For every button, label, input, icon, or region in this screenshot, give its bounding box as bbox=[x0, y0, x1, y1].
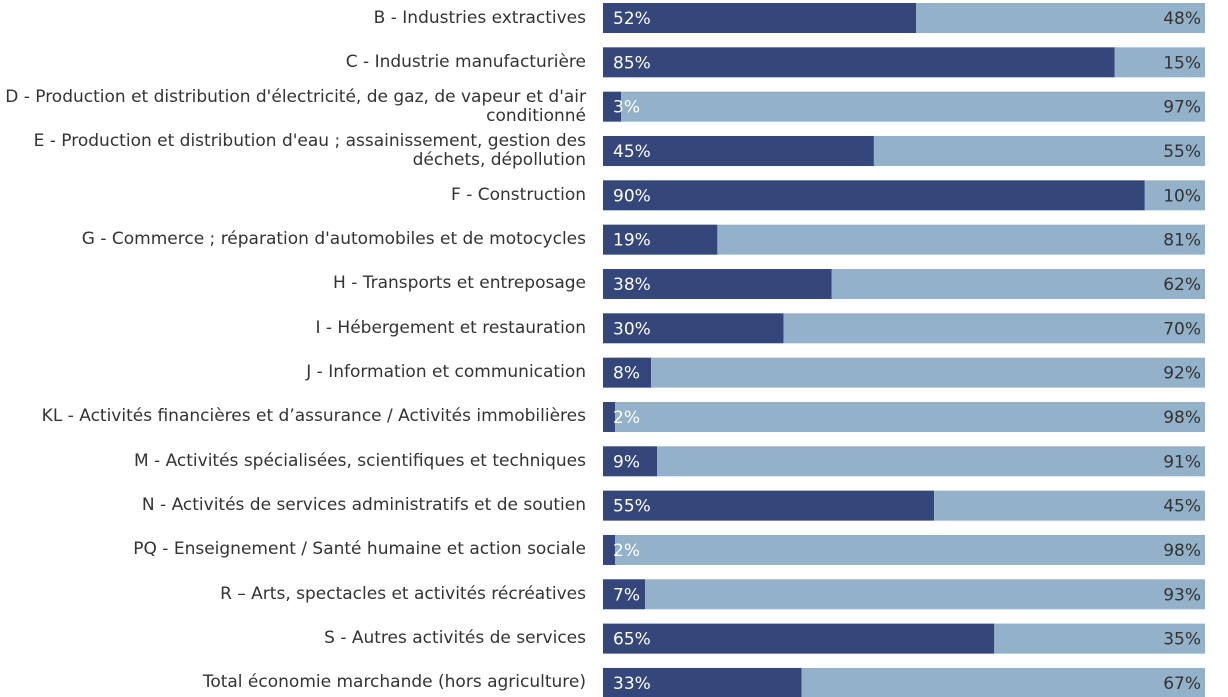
bar-segment bbox=[873, 135, 1205, 166]
category-label: KL - Activités financières et d’assuranc… bbox=[41, 406, 586, 427]
bar-segment bbox=[783, 313, 1205, 344]
category-label: G - Commerce ; réparation d'automobiles … bbox=[81, 229, 586, 250]
category-label: E - Production et distribution d'eau ; a… bbox=[33, 130, 586, 170]
bar-segment bbox=[603, 135, 874, 166]
value-label: 35% bbox=[1163, 630, 1201, 650]
bar-segment bbox=[603, 224, 718, 255]
category-label: B - Industries extractives bbox=[373, 7, 586, 28]
category-label: Total économie marchande (hors agricultu… bbox=[202, 672, 586, 693]
value-label: 70% bbox=[1163, 319, 1201, 339]
value-label: 67% bbox=[1163, 674, 1201, 694]
value-label: 65% bbox=[613, 630, 651, 650]
bar-segment bbox=[651, 357, 1205, 388]
bar-segment bbox=[934, 490, 1205, 521]
bar-segment bbox=[657, 446, 1205, 477]
value-label: 98% bbox=[1163, 408, 1201, 428]
value-label: 52% bbox=[613, 9, 651, 29]
bar-segment bbox=[603, 446, 658, 477]
value-label: 98% bbox=[1163, 541, 1201, 561]
bar-segment bbox=[916, 3, 1205, 33]
value-label: 45% bbox=[1163, 497, 1201, 517]
bar-segment bbox=[1144, 180, 1205, 211]
bar-segment bbox=[603, 667, 802, 697]
value-label: 97% bbox=[1163, 98, 1201, 118]
category-label: C - Industrie manufacturière bbox=[345, 51, 586, 72]
value-label: 30% bbox=[613, 319, 651, 339]
value-label: 19% bbox=[613, 231, 651, 251]
bar-segment bbox=[621, 91, 1205, 122]
bar-segment bbox=[603, 268, 832, 299]
value-label: 62% bbox=[1163, 275, 1201, 295]
category-label: R – Arts, spectacles et activités récréa… bbox=[220, 583, 586, 604]
value-label: 3% bbox=[613, 98, 640, 118]
value-label: 93% bbox=[1163, 585, 1201, 605]
category-label: S - Autres activités de services bbox=[324, 628, 586, 649]
bar-segment bbox=[994, 623, 1205, 654]
value-label: 55% bbox=[613, 497, 651, 517]
bar-segment bbox=[603, 357, 652, 388]
bar-segment bbox=[1114, 47, 1205, 78]
bar-segment bbox=[603, 3, 917, 33]
category-label: N - Activités de services administratifs… bbox=[141, 495, 586, 516]
bar-segment bbox=[615, 534, 1205, 565]
bar-segment bbox=[603, 490, 935, 521]
value-label: 55% bbox=[1163, 142, 1201, 162]
value-label: 91% bbox=[1163, 452, 1201, 472]
category-label: H - Transports et entreposage bbox=[333, 273, 586, 294]
value-label: 9% bbox=[613, 452, 640, 472]
category-label: I - Hébergement et restauration bbox=[315, 317, 586, 338]
value-label: 81% bbox=[1163, 231, 1201, 251]
value-label: 10% bbox=[1163, 186, 1201, 206]
bar-segment bbox=[603, 623, 995, 654]
category-label: M - Activités spécialisées, scientifique… bbox=[133, 450, 586, 471]
bar-segment bbox=[831, 268, 1205, 299]
value-label: 45% bbox=[613, 142, 651, 162]
category-label: J - Information et communication bbox=[306, 362, 586, 383]
category-label: D - Production et distribution d'électri… bbox=[5, 86, 586, 126]
value-label: 15% bbox=[1163, 53, 1201, 73]
value-label: 8% bbox=[613, 364, 640, 384]
value-label: 92% bbox=[1163, 364, 1201, 384]
value-label: 7% bbox=[613, 585, 640, 605]
bar-segment bbox=[801, 667, 1205, 697]
value-label: 85% bbox=[613, 53, 651, 73]
value-label: 2% bbox=[613, 408, 640, 428]
bar-segment bbox=[603, 401, 616, 432]
bar-segment bbox=[603, 313, 784, 344]
bar-segment bbox=[603, 180, 1145, 211]
value-label: 2% bbox=[613, 541, 640, 561]
bar-segment bbox=[645, 579, 1205, 610]
category-label: F - Construction bbox=[451, 184, 586, 205]
value-label: 38% bbox=[613, 275, 651, 295]
value-label: 48% bbox=[1163, 9, 1201, 29]
bar-segment bbox=[717, 224, 1205, 255]
bar-segment bbox=[603, 579, 646, 610]
bar-segment bbox=[603, 47, 1115, 78]
bar-segment bbox=[603, 91, 622, 122]
value-label: 90% bbox=[613, 186, 651, 206]
bar-segment bbox=[603, 534, 616, 565]
bar-segment bbox=[615, 401, 1205, 432]
value-label: 33% bbox=[613, 674, 651, 694]
category-label: PQ - Enseignement / Santé humaine et act… bbox=[133, 539, 586, 560]
